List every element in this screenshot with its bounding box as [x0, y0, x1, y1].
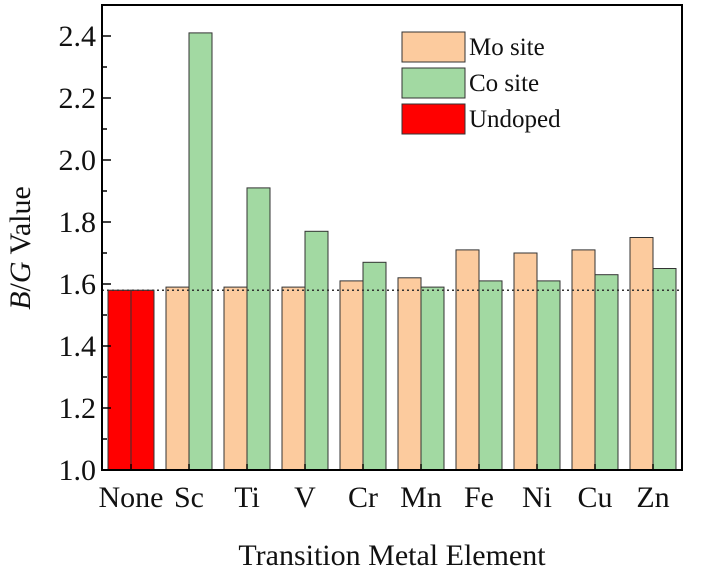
bar-cr-co-site: [362, 261, 387, 471]
y-tick-label: 1.0: [59, 454, 97, 487]
bar-ti-co-site: [246, 187, 271, 471]
legend-label-mo-site: Mo site: [469, 34, 545, 61]
bar-mn-co-site: [420, 286, 445, 471]
x-tick-label-cu: Cu: [577, 481, 612, 514]
bar-v-co-site: [304, 230, 329, 471]
legend-swatch-undoped: [401, 103, 466, 135]
y-axis-title-value: Value: [4, 186, 37, 261]
bar-fe-co-site: [478, 280, 503, 471]
bar-cu-co-site: [594, 274, 619, 471]
y-tick-label: 1.2: [59, 392, 97, 425]
bar-fe-mo-site: [455, 249, 480, 471]
x-tick-label-none: None: [99, 481, 164, 514]
y-tick-label: 1.6: [59, 268, 97, 301]
y-axis-title-slash: /: [4, 282, 37, 291]
bar-sc-mo-site: [165, 286, 190, 471]
x-tick-label-ti: Ti: [234, 481, 260, 514]
legend: Mo site Co site Undoped: [401, 31, 561, 135]
y-tick-label: 2.2: [59, 82, 97, 115]
y-axis-title-b: B: [4, 291, 37, 309]
bar-ni-co-site: [536, 280, 561, 471]
bar-cr-mo-site: [339, 280, 364, 471]
legend-swatch-mo-site: [401, 31, 466, 63]
x-tick-label-cr: Cr: [348, 481, 378, 514]
y-axis-title-g: G: [4, 261, 37, 283]
legend-label-undoped: Undoped: [469, 106, 561, 133]
bar-v-mo-site: [281, 286, 306, 471]
bars-group: [107, 32, 677, 471]
x-tick-label-v: V: [294, 481, 316, 514]
x-tick-label-fe: Fe: [464, 481, 494, 514]
bar-mn-mo-site: [397, 277, 422, 471]
x-tick-label-mn: Mn: [400, 481, 442, 514]
bar-none-undoped-b: [130, 289, 155, 471]
x-axis-tick-labels: None Sc Ti V Cr Mn Fe Ni Cu Zn: [99, 464, 670, 514]
bar-none-undoped-a: [107, 289, 132, 471]
x-tick-label-ni: Ni: [522, 481, 552, 514]
y-tick-label: 2.4: [59, 20, 97, 53]
legend-swatch-co-site: [401, 67, 466, 99]
bar-ni-mo-site: [513, 252, 538, 471]
plot-frame: [101, 4, 683, 471]
bar-sc-co-site: [188, 32, 213, 471]
bar-cu-mo-site: [571, 249, 596, 471]
bar-ti-mo-site: [223, 286, 248, 471]
x-axis-title: Transition Metal Element: [238, 539, 546, 572]
y-tick-label: 1.4: [59, 330, 97, 363]
bar-zn-mo-site: [629, 237, 654, 471]
y-axis-title: B/G Value: [4, 186, 37, 310]
y-tick-label: 2.0: [59, 144, 97, 177]
x-tick-label-sc: Sc: [174, 481, 204, 514]
x-tick-label-zn: Zn: [636, 481, 669, 514]
y-tick-label: 1.8: [59, 206, 97, 239]
bar-zn-co-site: [652, 268, 677, 471]
legend-label-co-site: Co site: [469, 70, 539, 97]
y-axis-ticks: 1.0 1.2 1.4 1.6 1.8 2.0 2.2 2.4: [59, 4, 111, 487]
